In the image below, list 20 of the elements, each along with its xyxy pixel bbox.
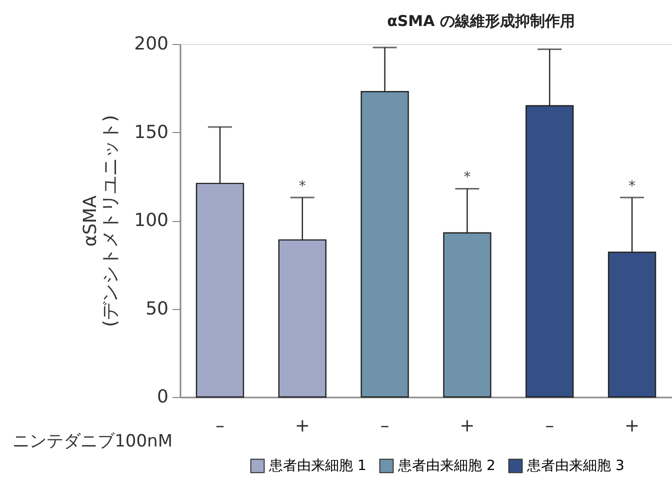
annotation: * [298,178,306,195]
annotation: * [628,178,636,195]
x-axis-title: ニンテダニブ100nM [12,432,172,452]
y-axis-title: αSMA (デンシトメトリユニット) [80,114,122,328]
legend-label: 患者由来細胞 3 [526,458,624,474]
y-tick-label: 100 [134,210,168,231]
x-tick-label: + [294,416,310,436]
y-tick-label: 0 [157,386,168,408]
chart-title: αSMA の線維形成抑制作用 [387,12,575,30]
x-tick-label: – [380,416,390,436]
x-tick-label: – [545,416,554,436]
legend-label: 患者由来細胞 1 [268,458,366,474]
annotation: * [464,170,471,186]
x-tick-label: – [215,416,224,436]
y-tick-label: 50 [146,298,168,320]
y-tick-label: 200 [134,34,168,54]
x-tick-label: + [460,416,475,436]
y-tick-label: 150 [134,122,168,143]
legend-label: 患者由来細胞 2 [397,458,496,474]
x-tick-label: + [624,416,640,436]
